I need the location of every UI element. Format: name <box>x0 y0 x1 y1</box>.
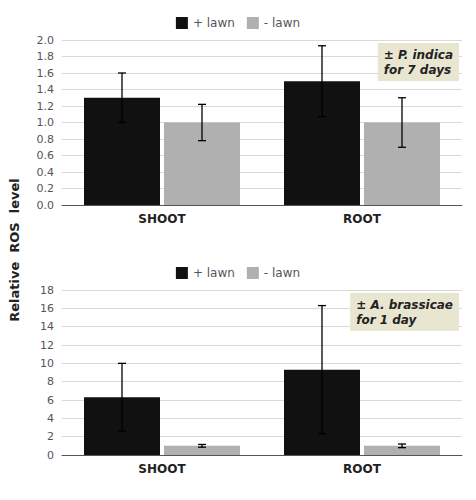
svg-text:ROOT: ROOT <box>343 212 382 226</box>
svg-text:4: 4 <box>47 412 54 425</box>
svg-text:0.6: 0.6 <box>37 149 55 162</box>
svg-text:Relative ROS level: Relative ROS level <box>7 178 22 322</box>
svg-text:+ lawn: + lawn <box>193 266 235 280</box>
svg-text:- lawn: - lawn <box>264 16 300 30</box>
svg-text:for 7 days: for 7 days <box>384 63 451 77</box>
svg-text:10: 10 <box>40 357 54 370</box>
svg-text:1.6: 1.6 <box>37 67 55 80</box>
svg-text:2: 2 <box>47 430 54 443</box>
svg-text:1.0: 1.0 <box>37 116 55 129</box>
svg-text:± A. brassicae: ± A. brassicae <box>356 298 453 312</box>
svg-text:16: 16 <box>40 302 54 315</box>
svg-text:SHOOT: SHOOT <box>138 212 186 226</box>
svg-text:1.8: 1.8 <box>37 50 55 63</box>
svg-text:14: 14 <box>40 320 54 333</box>
svg-text:8: 8 <box>47 375 54 388</box>
svg-text:0.4: 0.4 <box>37 166 55 179</box>
svg-text:0.8: 0.8 <box>37 133 55 146</box>
svg-text:- lawn: - lawn <box>264 266 300 280</box>
svg-text:18: 18 <box>40 284 54 297</box>
svg-text:ROOT: ROOT <box>343 462 382 476</box>
svg-text:12: 12 <box>40 339 54 352</box>
svg-text:0: 0 <box>47 449 54 462</box>
svg-text:± P. indica: ± P. indica <box>384 48 453 62</box>
svg-text:6: 6 <box>47 394 54 407</box>
svg-text:SHOOT: SHOOT <box>138 462 186 476</box>
svg-text:0.0: 0.0 <box>37 199 55 212</box>
svg-text:2.0: 2.0 <box>37 34 55 47</box>
svg-text:0.2: 0.2 <box>37 182 55 195</box>
svg-text:1.2: 1.2 <box>37 100 55 113</box>
svg-text:1.4: 1.4 <box>37 83 55 96</box>
svg-text:+ lawn: + lawn <box>193 16 235 30</box>
svg-text:for 1 day: for 1 day <box>356 313 417 327</box>
